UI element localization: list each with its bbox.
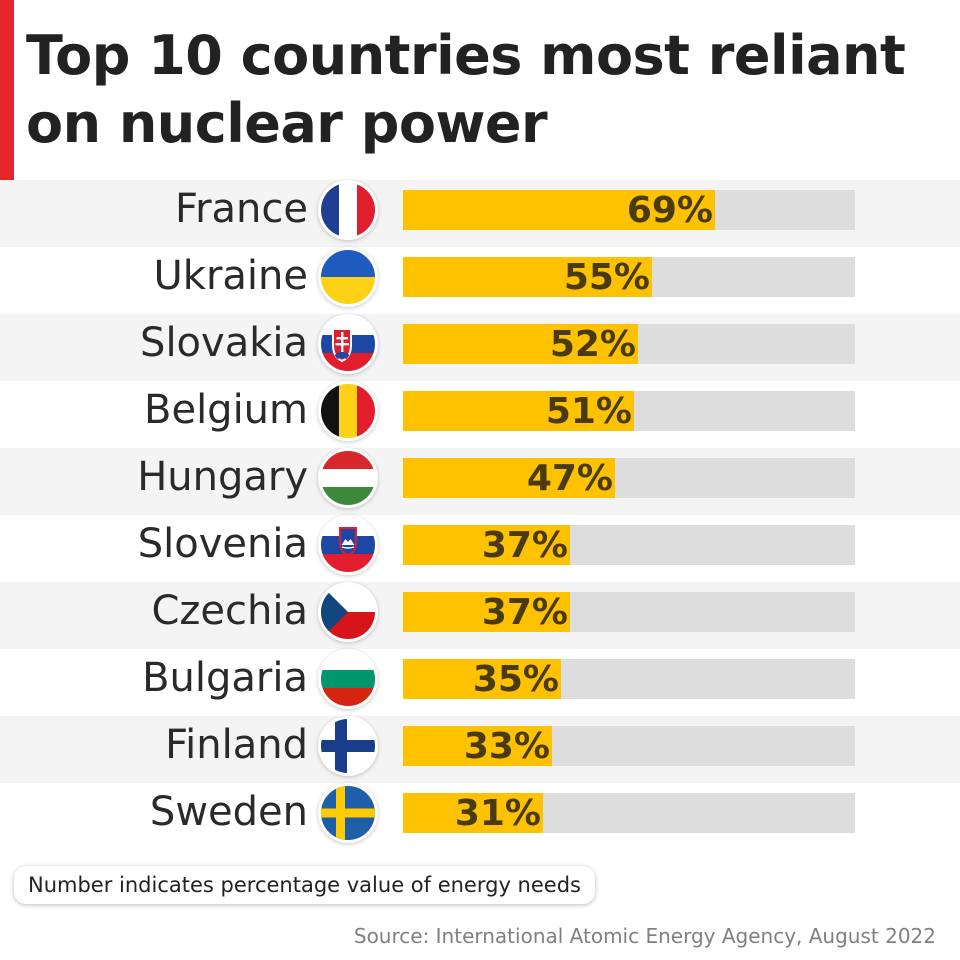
value-label-slovenia: 37% [481,525,568,566]
category-label-hungary: Hungary [137,454,308,500]
category-label-france: France [174,186,308,232]
value-label-france: 69% [626,190,713,231]
bar-track-bulgaria: 35% [403,659,855,700]
bar-track-belgium: 51% [403,391,855,432]
bar-slovakia [403,324,638,364]
chart-area: France 69% Ukraine 55% Slovakia 52% Belgium 51%… [0,180,960,850]
bar-row-bulgaria: Bulgaria 35% [0,649,960,716]
bar-row-slovenia: Slovenia 37% [0,515,960,582]
bulgaria-flag-icon [321,652,375,706]
bar-czechia [403,592,570,632]
ukraine-flag-icon [321,250,375,304]
bar-slovenia [403,525,570,565]
czechia-flag-icon [321,585,375,639]
category-label-slovenia: Slovenia [137,521,308,567]
slovakia-flag-icon [321,317,375,371]
bar-row-finland: Finland 33% [0,716,960,783]
bar-track-hungary: 47% [403,458,855,499]
bar-france [403,190,715,230]
bar-sweden [403,793,543,833]
bar-belgium [403,391,634,431]
bar-bulgaria [403,659,561,699]
value-label-ukraine: 55% [563,257,650,298]
category-label-belgium: Belgium [144,387,308,433]
value-label-belgium: 51% [545,391,632,432]
category-label-sweden: Sweden [149,789,308,835]
bar-track-finland: 33% [403,726,855,767]
bar-track-slovenia: 37% [403,525,855,566]
finland-flag-icon [321,719,375,773]
bar-row-sweden: Sweden 31% [0,783,960,850]
bar-row-belgium: Belgium 51% [0,381,960,448]
bar-hungary [403,458,615,498]
bar-row-france: France 69% [0,180,960,247]
belgium-flag-icon [321,384,375,438]
chart-title: Top 10 countries most reliant on nuclear… [26,24,906,155]
bar-finland [403,726,552,766]
sweden-flag-icon [321,786,375,840]
value-label-czechia: 37% [481,592,568,633]
category-label-bulgaria: Bulgaria [142,655,308,701]
bar-track-ukraine: 55% [403,257,855,298]
value-label-finland: 33% [463,726,550,767]
category-label-ukraine: Ukraine [153,253,308,299]
slovenia-flag-icon [321,518,375,572]
bar-track-france: 69% [403,190,855,231]
category-label-finland: Finland [165,722,308,768]
value-label-bulgaria: 35% [472,659,559,700]
bar-row-slovakia: Slovakia 52% [0,314,960,381]
bar-row-hungary: Hungary 47% [0,448,960,515]
accent-bar [0,0,14,182]
note-box: Number indicates percentage value of ene… [14,866,595,904]
bar-row-ukraine: Ukraine 55% [0,247,960,314]
france-flag-icon [321,183,375,237]
source-text: Source: International Atomic Energy Agen… [353,924,936,948]
value-label-hungary: 47% [526,458,613,499]
hungary-flag-icon [321,451,375,505]
value-label-slovakia: 52% [549,324,636,365]
category-label-czechia: Czechia [151,588,308,634]
bar-track-sweden: 31% [403,793,855,834]
category-label-slovakia: Slovakia [140,320,308,366]
bar-ukraine [403,257,652,297]
bar-track-slovakia: 52% [403,324,855,365]
bar-track-czechia: 37% [403,592,855,633]
value-label-sweden: 31% [454,793,541,834]
bar-row-czechia: Czechia 37% [0,582,960,649]
